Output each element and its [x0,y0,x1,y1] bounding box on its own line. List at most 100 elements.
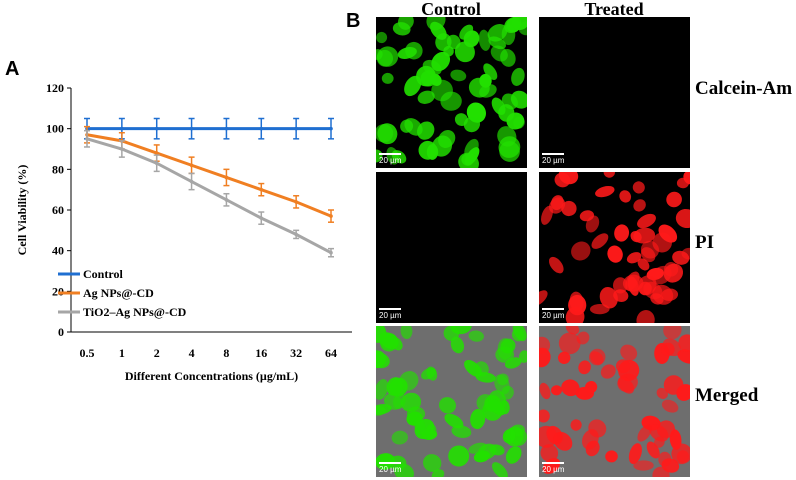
cell-blob [633,460,654,471]
cell-blob [661,288,679,302]
data-point [294,200,298,204]
row-label-calcein-am: Calcein-Am [695,78,793,99]
cell-blob [558,351,571,364]
cell-blob [539,409,550,423]
scale-bar [542,153,564,155]
data-point [224,198,229,202]
cell-blob [640,240,660,259]
cell-blob [443,326,460,341]
cell-blob [512,326,527,342]
cell-blob [376,31,388,44]
cell-blob [570,419,582,431]
series-line-1 [86,133,332,218]
cell-blob [438,397,457,414]
cell-blob [518,21,527,36]
x-tick-label: 0.5 [80,346,95,360]
cell-blob [450,69,467,82]
data-point [189,126,194,131]
cell-blob [578,360,591,375]
cell-blob [423,454,442,472]
cell-blob [381,72,394,84]
cell-blob [420,70,437,87]
column-header-control: Control [421,0,481,19]
cell-blob [661,342,675,357]
data-point [154,161,159,166]
cell-blob [510,90,527,109]
cell-blob [603,172,615,178]
cell-blob [676,384,690,401]
cell-blob [600,364,616,379]
micrograph-cells [376,17,527,168]
cell-blob [663,326,682,340]
cell-blob [400,326,413,339]
data-point [154,126,159,131]
micrograph-cells [376,172,527,323]
micrograph-treated-merged: 20 µm [539,326,690,477]
cell-blob [576,331,590,345]
cell-blob [565,326,580,335]
cell-blob [505,428,516,445]
row-label-pi: PI [695,232,714,253]
cell-blob [628,443,642,465]
legend-label: Control [83,267,123,281]
cell-blob [584,381,598,394]
cell-blob [438,130,456,148]
cell-blob [554,172,571,188]
cell-blob [491,462,508,477]
cell-blob [681,247,690,260]
scale-bar [542,308,564,310]
x-tick-label: 1 [119,346,125,360]
cell-blob [497,126,517,147]
cell-blob [619,190,632,203]
data-point [120,126,124,131]
cell-blob [470,408,486,430]
cell-blob [426,17,446,31]
cell-blob [652,466,670,477]
scale-bar [379,153,401,155]
cell-blob [677,349,690,364]
cell-blob [406,406,426,422]
cell-blob [451,425,472,438]
cell-blob [500,48,516,67]
cell-blob [414,418,435,440]
legend-label: Ag NPs@-CD [83,286,154,300]
cell-blob [497,373,509,386]
scale-bar-label: 20 µm [542,465,565,474]
cell-blob [488,36,506,50]
scale-bar [542,462,564,464]
cell-blob [386,377,403,396]
cell-blob [473,450,490,463]
cell-blob [579,210,595,222]
line-chart: 0 20 40 60 80 100 120 0.5 1 2 4 8 16 32 64 Different Co… [15,81,352,383]
cell-blob [637,213,656,229]
cell-blob [549,197,566,214]
cell-blob [637,258,650,271]
cell-blob [595,185,615,198]
data-point [85,137,89,141]
cell-blob [614,224,630,242]
cell-blob [464,359,482,377]
data-point [329,214,333,218]
cell-blob [656,420,676,439]
cell-blob [421,367,437,380]
cell-blob [663,263,684,283]
cell-blob [377,46,399,67]
y-tick-label: 100 [46,122,64,136]
cell-blob [483,63,498,80]
data-point [259,126,264,131]
cell-blob [513,116,525,129]
cell-blob [553,431,573,451]
cell-blob [450,336,465,354]
y-axis-title: Cell Viability (%) [15,165,29,256]
cell-blob [418,140,438,160]
cell-blob [625,271,640,291]
cell-blob [676,177,690,189]
cell-blob [658,224,678,243]
cell-blob [539,382,551,400]
micrograph-control-calcein: 20 µm [376,17,527,168]
legend-label: TiO2–Ag NPs@-CD [83,305,187,319]
x-tick-label: 64 [325,346,337,360]
scale-bar [379,308,401,310]
cell-blob [605,450,618,463]
row-label-merged: Merged [695,385,759,406]
